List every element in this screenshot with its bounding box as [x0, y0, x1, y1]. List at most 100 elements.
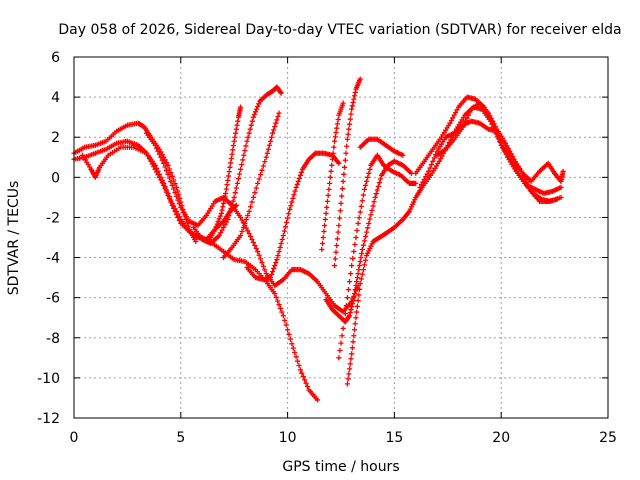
data-point: [293, 354, 299, 360]
data-point: [329, 156, 336, 162]
y-axis-label: SDTVAR / TECUs: [6, 181, 22, 296]
data-point: [275, 298, 281, 304]
data-point: [219, 227, 225, 233]
series-track-12: [336, 152, 419, 361]
data-point: [169, 182, 175, 188]
data-point: [232, 190, 238, 196]
data-point: [218, 230, 224, 236]
data-point: [360, 192, 367, 198]
data-point: [257, 172, 264, 178]
data-point: [161, 182, 167, 188]
data-point: [172, 208, 178, 215]
data-point: [463, 118, 469, 124]
data-point: [264, 150, 270, 156]
data-point: [266, 142, 273, 148]
data-point: [354, 227, 360, 234]
data-point: [220, 200, 227, 207]
data-point: [246, 230, 252, 237]
data-point: [333, 249, 339, 255]
data-point: [163, 189, 170, 195]
data-point: [270, 130, 276, 136]
data-point: [487, 113, 493, 119]
data-point: [156, 151, 163, 157]
data-point: [350, 255, 356, 262]
data-point: [155, 148, 161, 154]
data-point: [353, 283, 359, 289]
data-point: [360, 242, 367, 248]
data-point: [427, 165, 433, 171]
data-point: [314, 397, 321, 403]
data-point: [233, 130, 239, 136]
data-point: [168, 179, 174, 185]
y-tick-label: -12: [37, 411, 60, 427]
data-point: [335, 116, 341, 123]
data-point: [330, 150, 336, 156]
data-point: [345, 287, 352, 293]
data-point: [349, 103, 355, 109]
data-point: [366, 220, 372, 227]
data-point: [351, 295, 357, 301]
data-point: [171, 177, 177, 183]
data-point: [265, 146, 271, 152]
data-point: [400, 152, 406, 158]
data-point: [357, 209, 363, 215]
data-point: [243, 225, 249, 231]
x-tick-label: 15: [385, 430, 403, 446]
data-point: [328, 168, 334, 174]
data-point: [344, 381, 351, 387]
series-track-5: [191, 84, 284, 247]
data-point: [215, 218, 221, 225]
data-point: [297, 367, 304, 373]
data-point: [347, 310, 353, 316]
x-tick-label: 20: [492, 430, 510, 446]
data-point: [327, 174, 333, 180]
data-point: [289, 199, 295, 205]
data-point: [249, 199, 255, 205]
data-point: [262, 159, 268, 165]
data-point: [334, 236, 341, 242]
data-point: [356, 215, 362, 221]
data-point: [253, 185, 259, 191]
data-point: [244, 138, 250, 144]
data-point: [242, 147, 248, 154]
data-point: [362, 182, 369, 188]
data-point: [224, 182, 230, 188]
data-point: [560, 168, 566, 174]
data-point: [335, 229, 341, 235]
data-point: [235, 176, 242, 182]
data-point: [336, 222, 342, 229]
axis-ticks: 0 5 10 15 20 25 -12 -10 -8 -6 -4 -2 0 2 4 6: [37, 50, 617, 446]
data-point: [276, 248, 282, 255]
data-point: [454, 107, 460, 113]
data-point: [366, 170, 372, 176]
data-point: [361, 262, 368, 268]
data-point: [246, 208, 252, 215]
data-point: [558, 194, 564, 200]
data-point: [340, 100, 346, 106]
series-track-10: [319, 100, 346, 253]
data-point: [176, 201, 182, 207]
data-point: [239, 228, 245, 235]
data-point: [351, 93, 358, 99]
data-point: [230, 198, 236, 204]
data-point: [172, 181, 178, 187]
data-point: [289, 341, 295, 347]
data-point: [249, 236, 255, 243]
data-point: [230, 142, 237, 149]
data-point: [287, 336, 294, 342]
data-point: [353, 234, 359, 241]
data-point: [367, 166, 373, 172]
data-point: [238, 214, 244, 221]
data-point: [359, 271, 365, 277]
data-point: [351, 291, 358, 297]
data-point: [341, 164, 348, 170]
series-track-9: [323, 158, 415, 325]
data-point: [173, 193, 180, 199]
series-track-13: [344, 104, 564, 387]
data-point: [277, 244, 283, 251]
data-point: [346, 366, 353, 372]
data-point: [418, 182, 425, 188]
data-point: [356, 292, 362, 298]
y-tick-label: -8: [46, 331, 60, 347]
data-point: [364, 178, 370, 184]
